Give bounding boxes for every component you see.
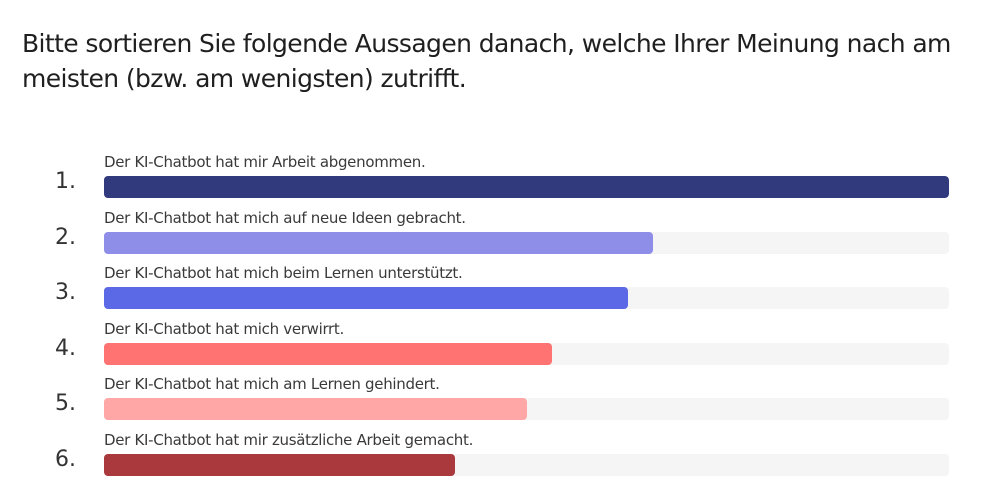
bar-fill [104, 232, 653, 254]
ranking-row: 2. Der KI-Chatbot hat mich auf neue Ideen… [0, 209, 995, 265]
statement-label: Der KI-Chatbot hat mich am Lernen gehind… [104, 375, 440, 393]
bar-track [104, 176, 949, 198]
ranking-row: 5. Der KI-Chatbot hat mich am Lernen gehi… [0, 375, 995, 431]
ranking-row: 4. Der KI-Chatbot hat mich verwirrt. [0, 320, 995, 376]
rank-number: 5. [55, 391, 76, 416]
statement-label: Der KI-Chatbot hat mich verwirrt. [104, 320, 344, 338]
statement-label: Der KI-Chatbot hat mich auf neue Ideen g… [104, 209, 466, 227]
ranking-row: 3. Der KI-Chatbot hat mich beim Lernen un… [0, 264, 995, 320]
statement-label: Der KI-Chatbot hat mich beim Lernen unte… [104, 264, 463, 282]
bar-fill [104, 287, 628, 309]
rank-number: 2. [55, 225, 76, 250]
rank-number: 3. [55, 280, 76, 305]
bar-track [104, 343, 949, 365]
question-text: Bitte sortieren Sie folgende Aussagen da… [22, 29, 951, 93]
bar-track [104, 287, 949, 309]
rank-number: 1. [55, 169, 76, 194]
statement-label: Der KI-Chatbot hat mir Arbeit abgenommen… [104, 153, 426, 171]
ranking-row: 1. Der KI-Chatbot hat mir Arbeit abgenomm… [0, 153, 995, 209]
statement-label: Der KI-Chatbot hat mir zusätzliche Arbei… [104, 431, 474, 449]
bar-track [104, 232, 949, 254]
rank-number: 4. [55, 336, 76, 361]
rank-number: 6. [55, 447, 76, 472]
bar-fill [104, 454, 455, 476]
bar-track [104, 398, 949, 420]
bar-track [104, 454, 949, 476]
bar-fill [104, 343, 552, 365]
bar-fill [104, 398, 527, 420]
bar-fill [104, 176, 949, 198]
ranking-row: 6. Der KI-Chatbot hat mir zusätzliche Arb… [0, 431, 995, 487]
